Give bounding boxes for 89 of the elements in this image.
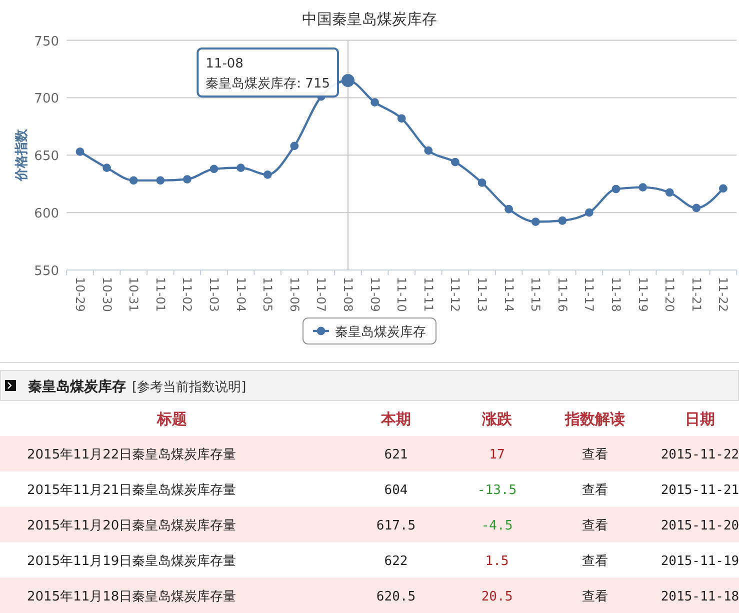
text: -13.5 [477, 483, 517, 498]
text: 查看 [582, 483, 608, 498]
text: -4.5 [481, 518, 513, 534]
x-tick-label: 11-01 [153, 277, 168, 312]
text: 2015年11月18日秦皇岛煤炭库存量 [27, 589, 236, 604]
category-label: 指数解读 [564, 410, 625, 428]
text: 2015年11月22日秦皇岛煤炭库存量 [27, 448, 236, 463]
text: 查看 [582, 554, 608, 569]
point [451, 158, 460, 166]
text: 查看 [582, 518, 608, 534]
text: 2015年11月20日秦皇岛煤炭库存量 [27, 518, 236, 534]
text: 查看 [582, 589, 608, 604]
point [719, 184, 728, 193]
x-tick-label: 11-02 [180, 277, 194, 312]
point [531, 218, 540, 226]
x-tick-label: 11-07 [314, 277, 328, 312]
text: 20.5 [481, 589, 513, 604]
text: [参考当前指数说明] [132, 380, 246, 395]
x-tick-label: 11-13 [475, 277, 489, 312]
x-tick-label: 11-10 [394, 277, 409, 312]
point [585, 208, 594, 217]
point [210, 164, 218, 174]
x-tick-label: 11-15 [528, 277, 543, 312]
x-tick-label: 11-20 [662, 277, 677, 312]
text: 2015-11-18 [660, 589, 739, 604]
point [370, 98, 379, 107]
point [263, 170, 272, 179]
x-tick-label: 11-03 [207, 277, 221, 312]
point [692, 204, 701, 212]
text: 604 [384, 483, 408, 498]
point [665, 188, 674, 197]
y-tick-label: 650 [34, 149, 59, 164]
text: 1.5 [485, 554, 509, 569]
text: 2015年11月21日秦皇岛煤炭库存量 [27, 483, 236, 498]
x-tick-label: 10-31 [126, 277, 141, 312]
point [612, 184, 620, 194]
x-tick-label: 10-30 [100, 277, 114, 312]
x-tick-label: 11-16 [555, 277, 570, 312]
x-tick-label: 10-29 [73, 277, 87, 312]
x-tick-label: 11-12 [448, 277, 462, 312]
point [558, 216, 567, 225]
text: 2015-11-19 [660, 554, 739, 569]
point [236, 164, 245, 172]
chart-title: 中国秦皇岛煤炭库存 [302, 10, 437, 28]
text: 17 [489, 448, 505, 463]
x-tick-label: 11-08 [341, 277, 355, 312]
y-tick-label: 750 [34, 34, 59, 50]
text: 621 [384, 448, 408, 463]
x-tick-label: 11-21 [689, 277, 704, 312]
x-tick-label: 11-19 [636, 277, 650, 312]
x-tick-label: 11-17 [582, 277, 596, 312]
point [638, 183, 647, 192]
x-tick-label: 11-18 [609, 277, 623, 312]
point [424, 146, 433, 155]
legend-label: 秦皇岛煤炭库存 [335, 325, 426, 340]
text: 617.5 [376, 518, 416, 534]
text: 2015-11-21 [660, 483, 739, 498]
point [290, 142, 299, 150]
category-label: 日期 [685, 410, 715, 428]
point [156, 176, 165, 185]
text: 2015-11-22 [660, 448, 739, 463]
text: 2015年11月19日秦皇岛煤炭库存量 [27, 554, 236, 569]
y-tick-label: 550 [34, 264, 59, 279]
text: 622 [384, 554, 408, 569]
text: 620.5 [376, 589, 416, 604]
text: 2015-11-20 [660, 518, 739, 534]
x-tick-label: 11-04 [234, 277, 248, 312]
x-tick-label: 11-14 [502, 277, 516, 312]
point [183, 175, 192, 184]
y-axis-title: 价格指数 [14, 128, 30, 182]
point [397, 114, 406, 123]
point [504, 204, 513, 214]
x-tick-label: 11-05 [260, 277, 275, 312]
x-tick-label: 11-11 [421, 277, 436, 312]
point [478, 178, 486, 187]
x-tick-label: 11-22 [716, 277, 730, 312]
category-label: 本期 [380, 410, 411, 428]
annotation: 11-08 秦皇岛煤炭库存: 715 [206, 56, 330, 92]
point [129, 176, 138, 185]
point [102, 164, 111, 172]
y-tick-label: 700 [34, 92, 59, 107]
point [76, 148, 84, 156]
x-tick-label: 11-06 [287, 277, 302, 312]
x-tick-label: 11-09 [368, 277, 382, 312]
category-label: 涨跌 [481, 410, 513, 428]
y-tick-label: 600 [34, 206, 59, 222]
category-label: 标题 [156, 410, 187, 428]
text: 查看 [582, 448, 608, 463]
text: 秦皇岛煤炭库存 [28, 378, 126, 395]
